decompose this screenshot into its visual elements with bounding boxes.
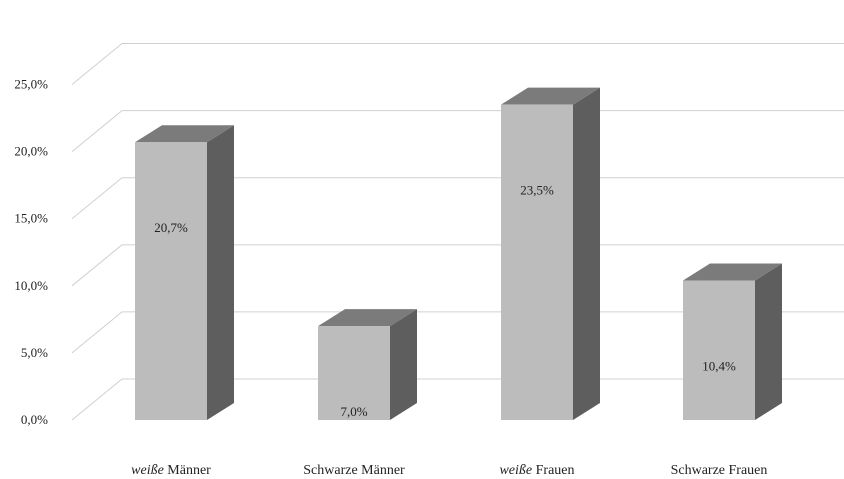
x-axis-categories: weiße Männer Schwarze Männer weiße Frauen S…: [131, 463, 767, 478]
category-suffix: Frauen: [532, 463, 574, 478]
bar-top-face: [683, 263, 782, 281]
bar-1: 20,7%: [135, 125, 234, 420]
bar-top-face: [501, 87, 600, 105]
grid-diagonal-0: [71, 378, 123, 421]
bar-top-face: [135, 125, 234, 143]
y-tick-label: 15,0%: [14, 211, 48, 226]
bar-2: 7,0%: [318, 309, 417, 420]
bar-top-face: [318, 309, 417, 327]
category-prefix: weiße: [131, 463, 164, 478]
data-label: 23,5%: [520, 183, 554, 198]
grid-diagonal-5: [71, 43, 123, 85]
x-category-label: Schwarze Männer: [303, 463, 405, 478]
bar-front-face: [318, 326, 390, 420]
bar-3: 23,5%: [501, 87, 600, 420]
x-category-label: weiße Frauen: [499, 463, 574, 478]
category-suffix: Männer: [164, 463, 211, 478]
x-category-label: Schwarze Frauen: [671, 463, 768, 478]
bar-side-face: [573, 87, 600, 420]
category-suffix: Schwarze Frauen: [671, 463, 768, 478]
bar-front-face: [135, 142, 207, 420]
y-tick-label: 5,0%: [21, 345, 48, 360]
y-tick-label: 20,0%: [14, 144, 48, 159]
grid-diagonal-3: [71, 177, 123, 220]
x-category-label: weiße Männer: [131, 463, 211, 478]
y-tick-label: 25,0%: [14, 77, 48, 92]
bar-side-face: [207, 125, 234, 420]
data-label: 7,0%: [340, 404, 367, 419]
bar-front-face: [683, 280, 755, 420]
data-label: 20,7%: [154, 220, 188, 235]
y-tick-label: 0,0%: [21, 412, 48, 427]
bar-side-face: [390, 309, 417, 420]
y-axis-ticks: 0,0% 5,0% 10,0% 15,0% 20,0% 25,0%: [14, 77, 48, 427]
y-tick-label: 10,0%: [14, 278, 48, 293]
bar-front-face: [501, 104, 573, 420]
category-suffix: Schwarze Männer: [303, 463, 405, 478]
grid-diagonal-4: [71, 110, 123, 153]
bar-side-face: [755, 263, 782, 420]
bars: 20,7% 7,0% 23,5% 10,4%: [135, 87, 782, 420]
category-prefix: weiße: [499, 463, 532, 478]
bar-4: 10,4%: [683, 263, 782, 420]
grid-diagonal-2: [71, 244, 123, 287]
grid-diagonal-1: [71, 311, 123, 354]
data-label: 10,4%: [702, 358, 736, 373]
